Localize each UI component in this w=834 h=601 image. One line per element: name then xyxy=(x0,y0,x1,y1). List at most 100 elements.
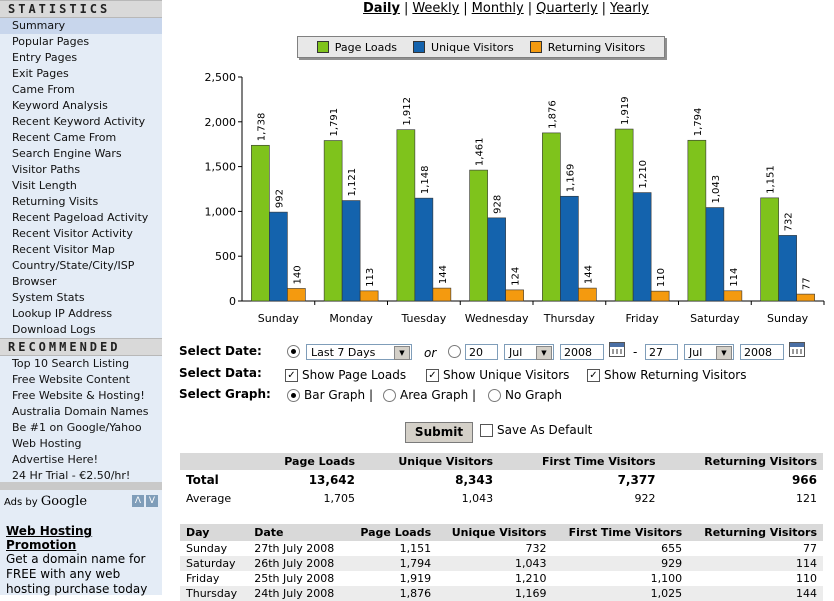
bar-graph-radio[interactable] xyxy=(287,389,300,402)
daily-cell: 1,100 xyxy=(650,572,683,585)
daily-cell: 114 xyxy=(688,556,823,571)
sidebar-item[interactable]: Free Website Content xyxy=(12,373,130,386)
custom-date-radio[interactable] xyxy=(448,345,461,358)
recommended-header: RECOMMENDED xyxy=(0,338,162,356)
save-as-default-option[interactable]: Save As Default xyxy=(480,423,592,437)
from-month-value: Jul xyxy=(509,346,523,359)
daily-cell: Friday xyxy=(186,572,220,585)
google-logo[interactable]: Google xyxy=(40,494,88,509)
summary-cell: 13,642 xyxy=(308,472,356,487)
ads-by-google-bar: Ads by Google Λ V xyxy=(0,490,162,514)
sidebar-item[interactable]: Visit Length xyxy=(12,179,77,192)
bar-graph-label: Bar Graph | xyxy=(304,388,373,402)
sidebar-item[interactable]: Recent Keyword Activity xyxy=(12,115,146,128)
y-tick-label: 0 xyxy=(229,295,236,308)
sidebar-item[interactable]: Exit Pages xyxy=(12,67,69,80)
daily-cell: 24th July 2008 xyxy=(248,586,348,601)
sidebar-item[interactable]: Search Engine Wars xyxy=(12,147,122,160)
to-month-select[interactable]: Jul ▼ xyxy=(684,344,734,360)
show-page-loads-option[interactable]: ✓ Show Page Loads xyxy=(285,368,406,382)
sidebar-item[interactable]: Keyword Analysis xyxy=(12,99,108,112)
from-month-select[interactable]: Jul ▼ xyxy=(504,344,554,360)
sidebar-item[interactable]: Web Hosting xyxy=(12,437,82,450)
data-label: 144 xyxy=(438,265,449,284)
date-range-radio[interactable] xyxy=(287,345,300,358)
sidebar-item[interactable]: Country/State/City/ISP xyxy=(12,259,135,272)
sidebar-item[interactable]: Top 10 Search Listing xyxy=(12,357,130,370)
show-page-loads-checkbox[interactable]: ✓ xyxy=(285,369,298,382)
calendar-icon[interactable] xyxy=(789,342,805,357)
daily-cell: 25th July 2008 xyxy=(254,572,335,585)
bar-graph-option[interactable]: Bar Graph | xyxy=(287,388,373,402)
no-graph-option[interactable]: No Graph xyxy=(488,388,562,402)
summary-table: Page Loads Unique Visitors First Time Visi… xyxy=(180,453,823,508)
period-link-yearly[interactable]: Yearly xyxy=(610,1,649,16)
sidebar-item[interactable]: Recent Pageload Activity xyxy=(12,211,149,224)
summary-cell: 1,043 xyxy=(461,492,494,505)
sidebar-item[interactable]: Came From xyxy=(12,83,75,96)
legend-unique-visitors: Unique Visitors xyxy=(413,41,514,54)
ads-prev-button[interactable]: Λ xyxy=(132,495,144,507)
period-link-daily[interactable]: Daily xyxy=(363,1,400,16)
submit-button[interactable]: Submit xyxy=(405,422,473,443)
summary-cell: 8,343 xyxy=(455,472,494,487)
sidebar-item[interactable]: Download Logs xyxy=(12,323,96,336)
daily-cell: 929 xyxy=(552,556,689,571)
bar-returning-visitors xyxy=(505,289,524,302)
save-as-default-checkbox[interactable] xyxy=(480,424,493,437)
period-link-quarterly[interactable]: Quarterly xyxy=(536,1,598,16)
period-link-weekly[interactable]: Weekly xyxy=(412,1,460,16)
x-tick-label: Friday xyxy=(625,312,659,325)
summary-column-header: Unique Visitors xyxy=(361,453,500,470)
bar-returning-visitors xyxy=(578,287,597,302)
date-range-value: Last 7 Days xyxy=(311,346,376,359)
show-returning-visitors-label: Show Returning Visitors xyxy=(604,368,747,382)
show-unique-visitors-checkbox[interactable]: ✓ xyxy=(426,369,439,382)
sidebar-item[interactable]: Australia Domain Names xyxy=(12,405,149,418)
bar-unique-visitors xyxy=(560,195,579,302)
from-day-input[interactable]: 20 xyxy=(465,344,498,360)
from-year-input[interactable]: 2008 xyxy=(560,344,604,360)
ads-next-button[interactable]: V xyxy=(146,495,158,507)
area-graph-option[interactable]: Area Graph | xyxy=(383,388,476,402)
sidebar-item[interactable]: Entry Pages xyxy=(12,51,78,64)
data-label: 113 xyxy=(365,268,376,287)
show-returning-visitors-checkbox[interactable]: ✓ xyxy=(587,369,600,382)
returning-visitors-swatch xyxy=(529,41,542,53)
nav-separator: | xyxy=(527,1,533,16)
sidebar-item[interactable]: Returning Visits xyxy=(12,195,99,208)
to-year-input[interactable]: 2008 xyxy=(740,344,784,360)
bar-unique-visitors xyxy=(778,235,797,302)
show-returning-visitors-option[interactable]: ✓ Show Returning Visitors xyxy=(587,368,746,382)
sidebar-item[interactable]: Free Website & Hosting! xyxy=(12,389,145,402)
sidebar-item[interactable]: Recent Visitor Map xyxy=(12,243,115,256)
sidebar-item[interactable]: Be #1 on Google/Yahoo xyxy=(12,421,142,434)
daily-cell: 144 xyxy=(688,586,823,601)
sidebar-item[interactable]: Lookup IP Address xyxy=(12,307,113,320)
sidebar-item[interactable]: Browser xyxy=(12,275,57,288)
area-graph-radio[interactable] xyxy=(383,389,396,402)
sidebar-item[interactable]: 24 Hr Trial - €2.50/hr! xyxy=(12,469,131,482)
date-range-select[interactable]: Last 7 Days ▼ xyxy=(306,344,412,360)
calendar-icon[interactable] xyxy=(609,342,625,357)
data-label: 1,738 xyxy=(256,113,267,142)
no-graph-radio[interactable] xyxy=(488,389,501,402)
sidebar-item[interactable]: Visitor Paths xyxy=(12,163,81,176)
bar-returning-visitors xyxy=(796,293,815,302)
sidebar-item[interactable]: Summary xyxy=(0,18,162,34)
sidebar-item[interactable]: Recent Visitor Activity xyxy=(12,227,133,240)
bar-unique-visitors xyxy=(414,197,434,302)
show-unique-visitors-option[interactable]: ✓ Show Unique Visitors xyxy=(426,368,569,382)
y-tick-label: 2,500 xyxy=(205,71,237,84)
ad-title-link[interactable]: Web Hosting Promotion xyxy=(6,524,93,552)
to-day-input[interactable]: 27 xyxy=(645,344,678,360)
nav-separator: | xyxy=(403,1,409,16)
sidebar-item[interactable]: System Stats xyxy=(12,291,85,304)
sidebar-item[interactable]: Popular Pages xyxy=(12,35,90,48)
period-link-monthly[interactable]: Monthly xyxy=(471,1,524,16)
sidebar-item[interactable]: Recent Came From xyxy=(12,131,117,144)
sidebar-item[interactable]: Advertise Here! xyxy=(12,453,98,466)
data-label: 144 xyxy=(583,265,594,284)
unique-visitors-swatch xyxy=(413,41,426,53)
bar-unique-visitors xyxy=(341,200,361,302)
